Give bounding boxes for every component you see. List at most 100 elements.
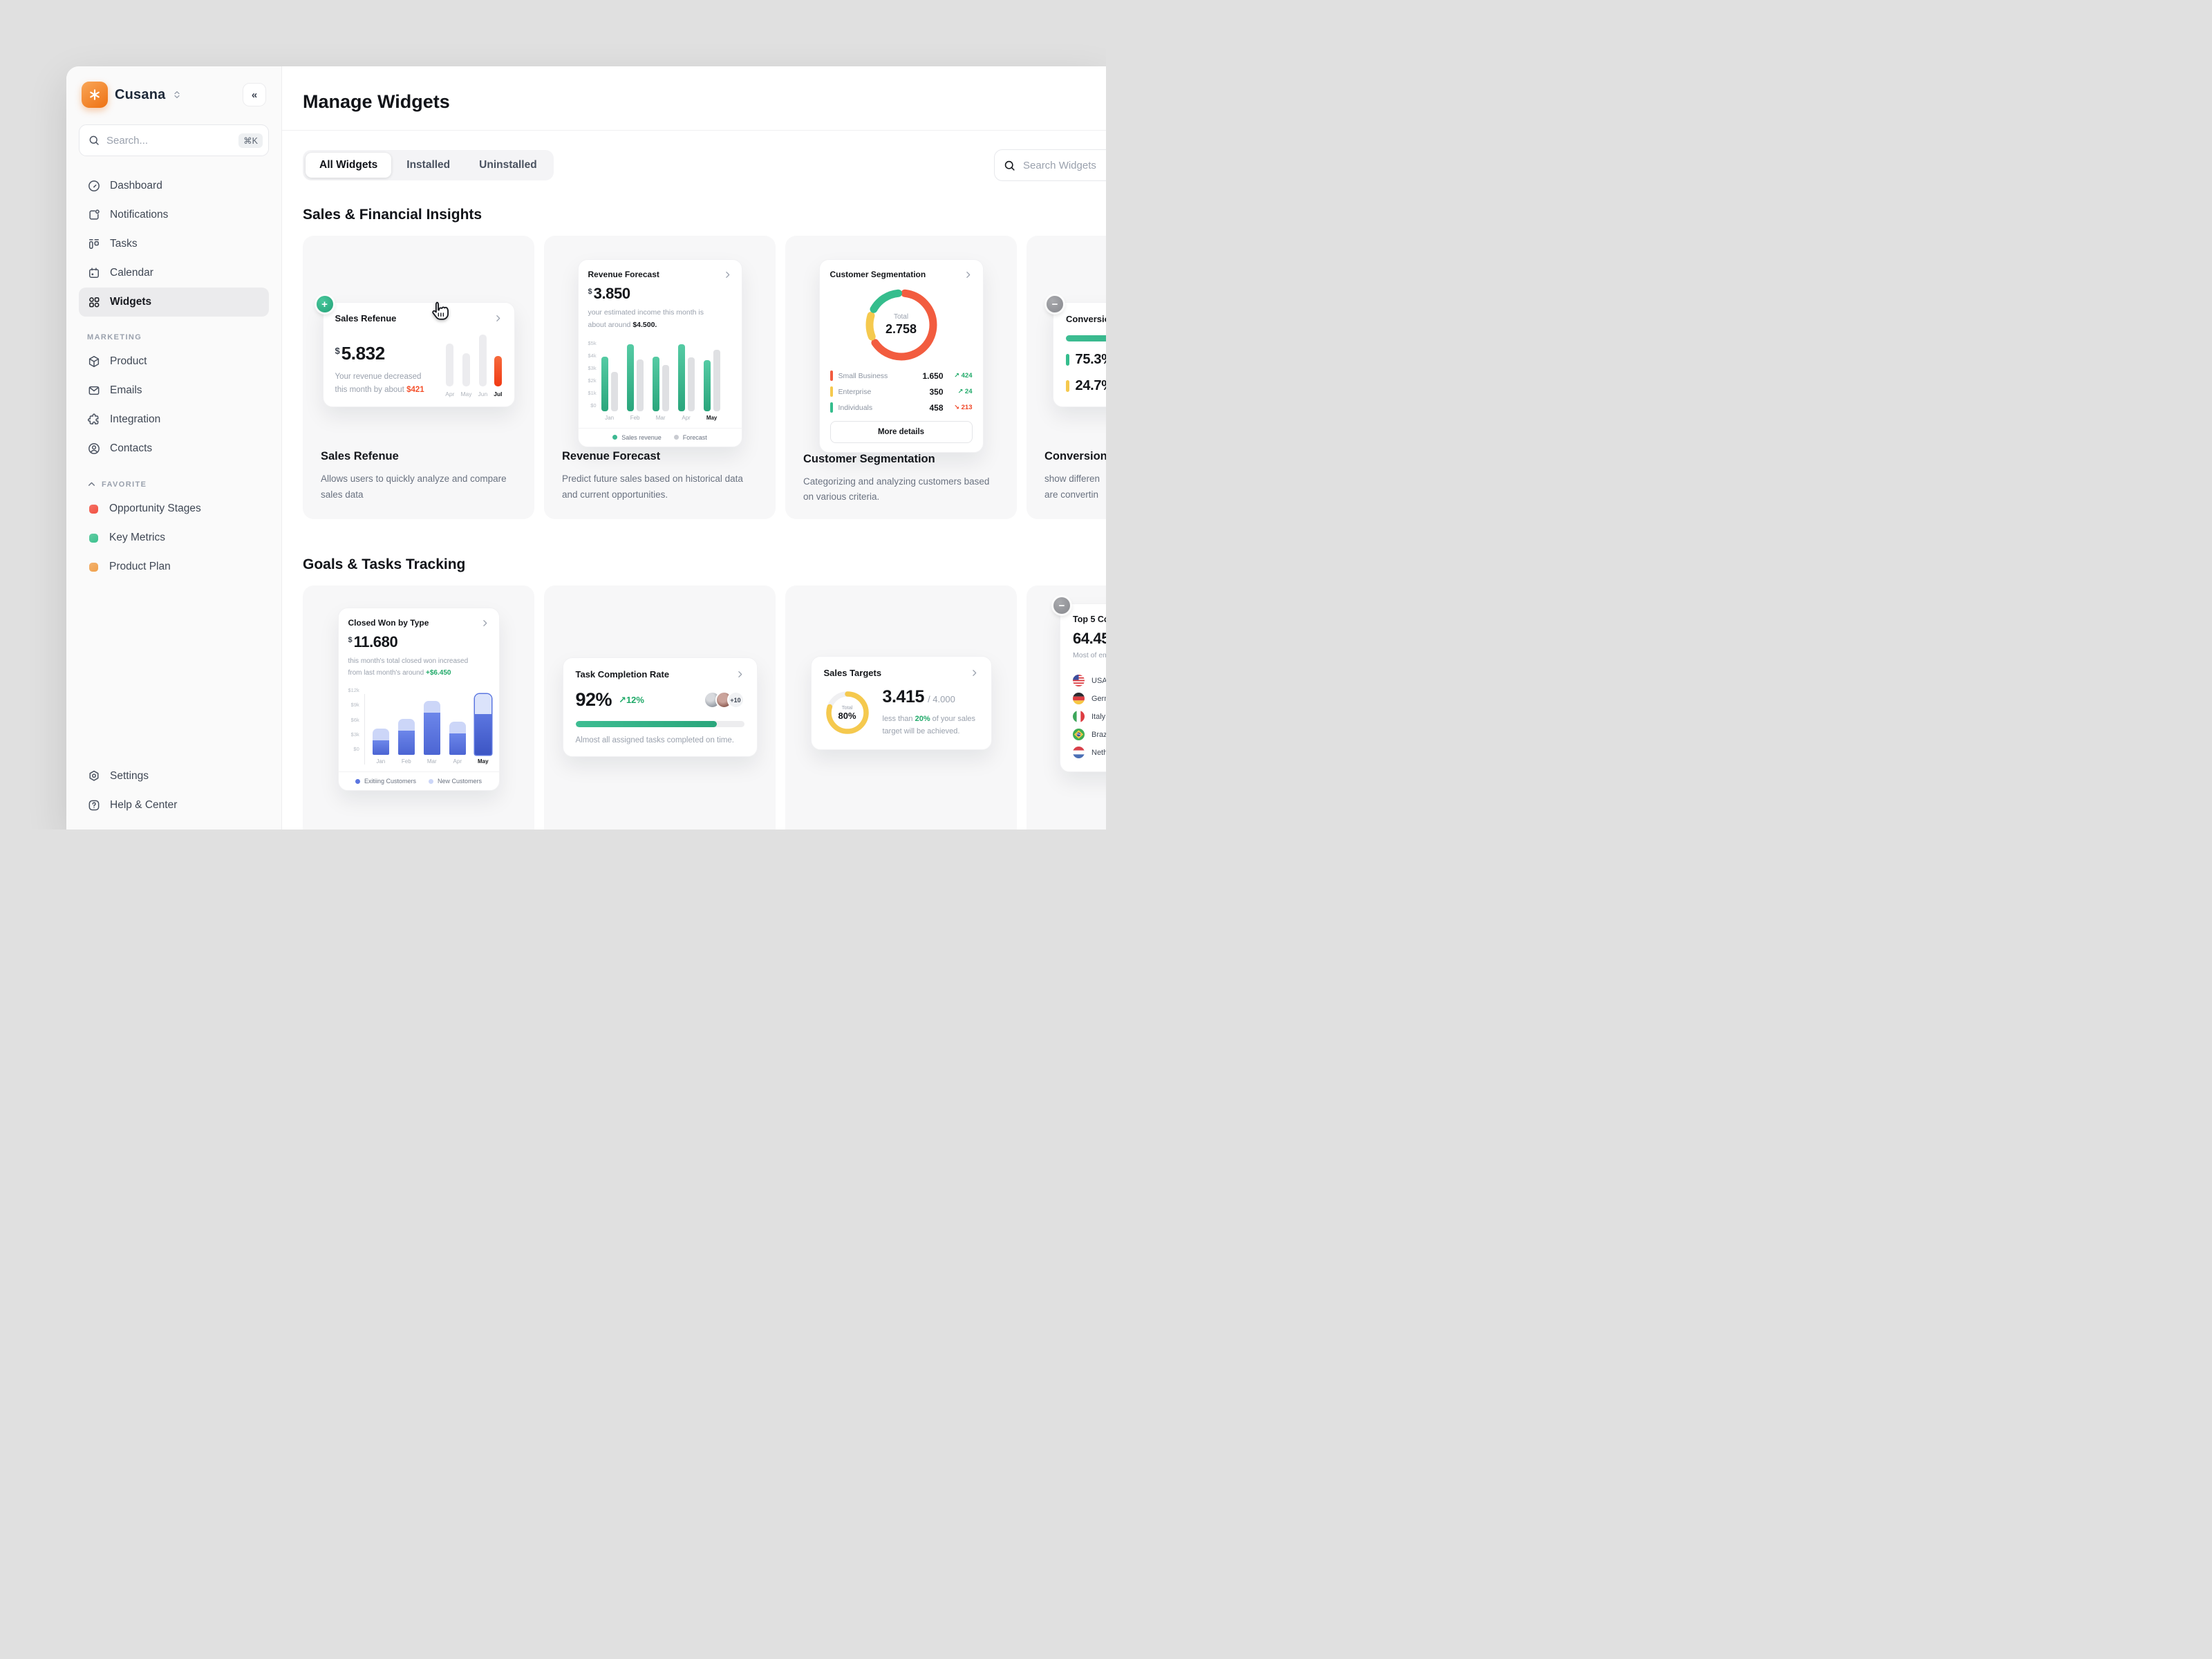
sidebar-item-label: Key Metrics xyxy=(109,532,165,543)
new-customers-segment xyxy=(397,719,415,731)
sales-refenue-mini-chart: Apr May Jun Jul xyxy=(445,335,503,397)
y-axis-label: $5k xyxy=(588,339,597,346)
widget-card-task-completion[interactable]: Task Completion Rate 92% ↗12% +10 xyxy=(544,585,776,830)
chevron-updown-icon xyxy=(172,90,182,100)
remove-widget-button[interactable]: − xyxy=(1047,296,1063,312)
card-description: Categorizing and analyzing customers bas… xyxy=(803,476,990,503)
sidebar-item-integration[interactable]: Integration xyxy=(79,405,269,434)
segment-label: Enterprise xyxy=(838,387,872,396)
sidebar-item-opportunity-stages[interactable]: Opportunity Stages xyxy=(79,494,269,523)
sidebar-item-label: Help & Center xyxy=(110,799,178,811)
page-header: Manage Widgets xyxy=(282,66,1106,131)
card-info: Revenue Forecast Predict future sales ba… xyxy=(544,450,776,519)
toolbar: All Widgets Installed Uninstalled xyxy=(303,150,1106,180)
sidebar-item-label: Settings xyxy=(110,770,149,782)
sidebar-item-help-center[interactable]: Help & Center xyxy=(79,791,269,820)
new-customers-segment xyxy=(372,729,389,740)
widget-card-closed-won[interactable]: Closed Won by Type $11.680 this month's … xyxy=(303,585,534,830)
sidebar-item-label: Notifications xyxy=(110,209,169,221)
avatar-overflow-badge: +10 xyxy=(727,691,744,709)
key-metrics-color-icon xyxy=(87,533,100,543)
sidebar-main-menu: Dashboard Notifications Tasks Calendar Widge… xyxy=(79,171,269,317)
y-axis-label: $0 xyxy=(353,746,359,752)
widget-card-customer-segmentation[interactable]: Customer Segmentation Total 2.758 Small … xyxy=(785,236,1017,519)
sidebar-marketing-menu: Product Emails Integration Contacts xyxy=(79,347,269,463)
widgets-grid-row2: Closed Won by Type $11.680 this month's … xyxy=(303,585,1106,830)
bar-pair xyxy=(677,344,695,411)
sidebar-item-product[interactable]: Product xyxy=(79,347,269,376)
chevron-up-icon xyxy=(88,482,95,486)
sidebar-item-dashboard[interactable]: Dashboard xyxy=(79,171,269,200)
mini-bar-label: Jun xyxy=(478,391,488,397)
sidebar-collapse-button[interactable]: « xyxy=(243,83,266,106)
workspace-switcher[interactable]: Cusana « xyxy=(79,82,269,108)
chevron-right-icon[interactable] xyxy=(964,270,973,279)
forecast-note: your estimated income this month is abou… xyxy=(588,308,704,329)
emails-icon xyxy=(87,384,101,397)
sidebar-search-input[interactable]: Search... ⌘K xyxy=(79,124,269,156)
assignee-avatars: +10 xyxy=(703,691,744,709)
legend-item: Sales revenue xyxy=(612,434,662,441)
stacked-bar xyxy=(423,701,440,755)
tab-installed[interactable]: Installed xyxy=(393,153,464,178)
brazil-flag-icon xyxy=(1073,729,1085,741)
widget-card-revenue-forecast[interactable]: Revenue Forecast $3.850 your estimated i… xyxy=(544,236,776,519)
card-description: Allows users to quickly analyze and comp… xyxy=(321,474,507,500)
tab-uninstalled[interactable]: Uninstalled xyxy=(465,153,551,178)
chevron-right-icon[interactable] xyxy=(494,314,503,323)
app-name: Cusana xyxy=(115,86,166,102)
y-axis-label: $2k xyxy=(588,377,597,384)
sidebar-item-notifications[interactable]: Notifications xyxy=(79,200,269,229)
usa-flag-icon xyxy=(1073,675,1085,687)
existing-customers-segment xyxy=(423,713,440,755)
chevron-right-icon[interactable] xyxy=(723,270,732,279)
mini-bar-group: Jun xyxy=(478,335,488,397)
country-row: Brazil xyxy=(1073,726,1106,744)
widget-card-sales-refenue[interactable]: + Sales Refenue $5.832 Yo xyxy=(303,236,534,519)
page-title: Manage Widgets xyxy=(303,91,450,112)
more-details-button[interactable]: More details xyxy=(830,421,973,443)
screen: Cusana « Search... ⌘K Dashboard Notificat… xyxy=(0,0,1106,830)
sidebar-item-settings[interactable]: Settings xyxy=(79,762,269,791)
sidebar-section-favorite[interactable]: FAVORITE xyxy=(79,480,269,489)
existing-customers-segment xyxy=(397,731,415,755)
widget-card-sales-targets[interactable]: Sales Targets Total 80% xyxy=(785,585,1017,830)
currency-symbol: $ xyxy=(348,636,353,644)
sidebar-item-product-plan[interactable]: Product Plan xyxy=(79,552,269,581)
widgets-grid-row1: + Sales Refenue $5.832 Yo xyxy=(303,236,1106,519)
tasks-icon xyxy=(87,237,101,251)
sidebar-item-calendar[interactable]: Calendar xyxy=(79,259,269,288)
card-description: show differen are convertin xyxy=(1044,474,1100,500)
country-row: Italy xyxy=(1073,708,1106,726)
target-current: 3.415 xyxy=(882,687,925,706)
segment-delta: ↘ 213 xyxy=(954,404,973,411)
card-info: Customer Segmentation Categorizing and a… xyxy=(785,453,1017,522)
sidebar-item-emails[interactable]: Emails xyxy=(79,376,269,405)
chevron-right-icon[interactable] xyxy=(735,670,744,679)
sidebar-item-contacts[interactable]: Contacts xyxy=(79,434,269,463)
y-axis-label: $1k xyxy=(588,389,597,396)
segment-value: 458 xyxy=(929,402,944,413)
widget-card-top-countries[interactable]: − Top 5 Count 64.45 Most of emp USA Germa… xyxy=(1027,585,1106,830)
calendar-icon xyxy=(87,266,101,280)
sidebar-item-key-metrics[interactable]: Key Metrics xyxy=(79,523,269,552)
card-title: Sales Refenue xyxy=(321,450,399,463)
revenue-value: 5.832 xyxy=(341,342,385,364)
bar-pair xyxy=(703,349,720,411)
x-axis-label: Feb xyxy=(401,758,411,765)
remove-widget-button[interactable]: − xyxy=(1053,597,1070,614)
widgets-search-input[interactable]: Search Widgets xyxy=(994,149,1106,181)
sidebar-item-widgets[interactable]: Widgets xyxy=(79,288,269,317)
add-widget-button[interactable]: + xyxy=(316,296,333,312)
preview-title: Closed Won by Type xyxy=(348,618,429,628)
legend-label: Exitiing Customers xyxy=(364,778,416,785)
country-list: USA Germany Italy Brazil Netherland xyxy=(1073,672,1106,762)
chevron-right-icon[interactable] xyxy=(970,668,979,677)
legend-label: Sales revenue xyxy=(621,433,662,441)
tab-all-widgets[interactable]: All Widgets xyxy=(306,153,392,178)
sidebar-item-tasks[interactable]: Tasks xyxy=(79,229,269,259)
sidebar-spacer xyxy=(79,581,269,762)
chevron-right-icon[interactable] xyxy=(480,619,489,628)
stacked-bar-group: May xyxy=(474,694,491,765)
widget-card-conversion[interactable]: − Conversion R 75.3%↗ 24.7%↘ Conversion s… xyxy=(1027,236,1106,519)
